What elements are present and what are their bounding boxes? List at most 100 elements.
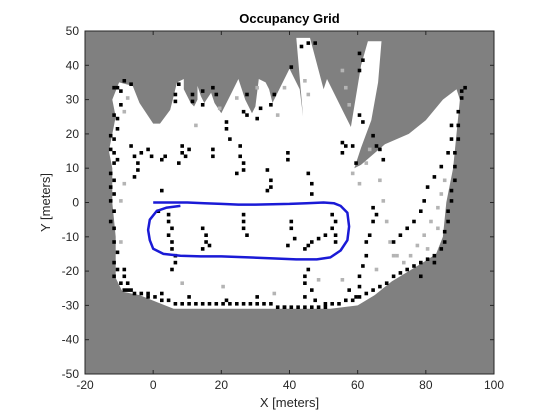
occupied-cell	[224, 127, 229, 131]
occupied-cell	[310, 181, 314, 186]
occupied-cell	[289, 65, 294, 69]
occupied-cell	[340, 151, 345, 155]
occupied-cell	[160, 188, 164, 193]
occupied-cell	[275, 305, 280, 309]
occupied-cell	[310, 192, 314, 196]
partial-cell	[439, 192, 444, 196]
occupied-cell	[306, 41, 311, 45]
occupied-cell	[173, 302, 178, 306]
partial-cell	[272, 291, 277, 296]
occupied-cell	[449, 123, 454, 128]
occupied-cell	[108, 171, 113, 176]
occupied-cell	[180, 302, 184, 306]
partial-cell	[217, 106, 222, 111]
occupied-cell	[115, 157, 120, 162]
partial-cell	[436, 205, 440, 210]
occupied-cell	[200, 103, 205, 107]
occupied-cell	[173, 92, 178, 97]
occupied-cell	[245, 233, 249, 237]
occupied-cell	[367, 233, 372, 237]
occupied-cell	[200, 302, 205, 306]
occupied-cell	[313, 41, 317, 45]
occupied-cell	[129, 144, 133, 148]
partial-cell	[275, 113, 280, 117]
occupied-cell	[364, 240, 369, 244]
path-series-line	[146, 201, 351, 261]
occupied-cell	[112, 137, 116, 141]
occupied-cell	[241, 302, 246, 306]
occupied-cell	[330, 226, 334, 231]
occupied-cell	[170, 267, 174, 272]
partial-cell	[119, 240, 123, 244]
partial-cell	[422, 233, 426, 237]
occupied-cell	[119, 103, 123, 107]
partial-cell	[367, 147, 372, 152]
partial-cell	[429, 219, 433, 224]
occupied-cell	[166, 233, 171, 237]
occupied-cell	[204, 233, 208, 237]
occupied-cell	[112, 240, 116, 244]
occupied-cell	[269, 178, 273, 183]
occupied-cell	[269, 103, 273, 107]
occupied-cell	[391, 274, 396, 279]
x-tick-label: 40	[283, 378, 297, 392]
occupied-cell	[170, 226, 174, 231]
occupied-cell	[200, 247, 205, 251]
occupied-cell	[299, 44, 304, 49]
occupied-cell	[119, 89, 123, 93]
occupied-cell	[258, 106, 263, 111]
occupied-cell	[180, 151, 184, 155]
occupied-cell	[303, 281, 307, 285]
occupied-cell	[211, 147, 215, 152]
occupied-cell	[166, 298, 171, 303]
occupied-cell	[459, 89, 464, 93]
occupied-cell	[139, 151, 144, 155]
occupied-cell	[190, 99, 195, 104]
occupied-cell	[255, 116, 259, 121]
occupied-cell	[357, 68, 362, 73]
occupied-cell	[296, 305, 300, 309]
occupied-cell	[306, 243, 311, 248]
occupied-cell	[449, 137, 454, 141]
partial-cell	[364, 161, 369, 165]
partial-cell	[282, 85, 287, 90]
occupied-cell	[125, 281, 130, 285]
occupied-cell	[112, 274, 116, 279]
occupied-cell	[344, 144, 348, 148]
y-tick-label: 10	[66, 161, 80, 175]
occupied-cell	[446, 151, 450, 155]
occupied-cell	[398, 271, 403, 275]
occupied-cell	[306, 171, 311, 176]
occupied-cell	[112, 209, 116, 213]
y-tick-label: -10	[62, 230, 80, 244]
occupied-cell	[354, 161, 358, 165]
occupied-cell	[350, 144, 355, 148]
partial-cell	[357, 181, 362, 186]
occupied-cell	[289, 226, 294, 231]
partial-cell	[221, 284, 225, 289]
partial-cell	[303, 79, 307, 83]
occupied-cell	[132, 154, 137, 159]
occupied-cell	[323, 233, 328, 237]
occupied-cell	[166, 219, 171, 224]
occupied-cell	[122, 274, 127, 279]
occupied-cell	[173, 260, 178, 265]
partial-cell	[194, 123, 198, 128]
occupied-cell	[115, 127, 120, 131]
partial-cell	[425, 247, 430, 251]
occupied-cell	[255, 302, 259, 306]
occupied-cell	[108, 185, 113, 189]
occupied-cell	[200, 226, 205, 231]
occupied-cell	[432, 175, 437, 179]
occupied-cell	[241, 109, 246, 114]
partial-cell	[122, 181, 127, 186]
occupied-cell	[211, 154, 215, 159]
y-axis-label: Y [meters]	[38, 173, 53, 232]
occupied-cell	[354, 295, 358, 299]
occupied-cell	[378, 147, 382, 152]
occupied-cell	[357, 295, 362, 299]
occupied-cell	[221, 302, 225, 306]
occupied-cell	[361, 264, 365, 268]
occupied-cell	[108, 147, 113, 152]
partial-cell	[391, 253, 396, 258]
